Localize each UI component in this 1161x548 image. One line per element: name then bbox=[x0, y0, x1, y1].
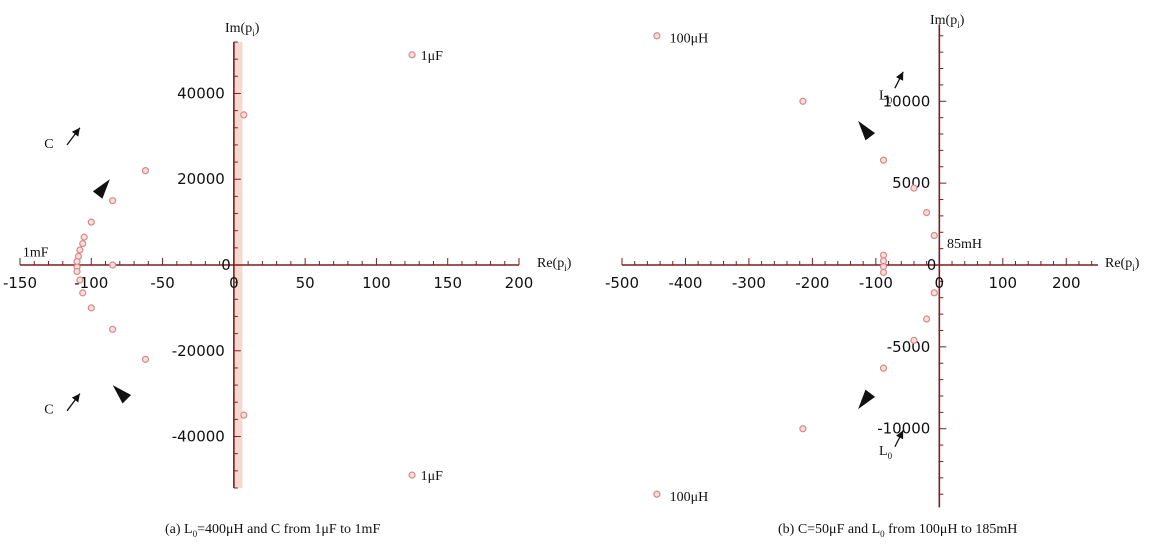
x-tick-label: -100 bbox=[859, 274, 893, 292]
data-point bbox=[653, 490, 661, 498]
arrow-head bbox=[895, 71, 904, 81]
direction-wedge bbox=[858, 120, 876, 141]
x-tick-label: -50 bbox=[150, 274, 175, 292]
data-point bbox=[799, 97, 807, 105]
y-axis-label: Im(pi) bbox=[930, 13, 965, 30]
y-tick-label: 40000 bbox=[177, 84, 225, 102]
y-tick-label: -5000 bbox=[887, 338, 931, 356]
data-point bbox=[79, 289, 87, 297]
x-tick-label: 100 bbox=[988, 274, 1017, 292]
y-tick-label: -10000 bbox=[877, 420, 930, 438]
data-point bbox=[930, 289, 938, 297]
direction-wedge bbox=[92, 179, 110, 199]
panel-a-chart: -150 -100 -50 0 50 100 150 20040000200000-20000… bbox=[3, 21, 572, 539]
annotation-label: C bbox=[44, 403, 53, 418]
data-point bbox=[930, 231, 938, 240]
direction-wedge bbox=[112, 385, 132, 404]
y-tick-label: -40000 bbox=[172, 428, 225, 446]
data-point bbox=[76, 246, 84, 254]
y-tick-label: 0 bbox=[221, 256, 231, 274]
x-tick-label: 0 bbox=[935, 274, 945, 292]
annotation-label: C bbox=[44, 137, 53, 152]
x-tick-label: 100 bbox=[362, 274, 391, 292]
x-tick-label: 150 bbox=[433, 274, 462, 292]
data-point bbox=[879, 251, 888, 259]
data-point bbox=[87, 304, 95, 312]
y-tick-label: 5000 bbox=[892, 174, 930, 192]
direction-wedge bbox=[858, 389, 876, 410]
data-point bbox=[141, 167, 150, 175]
data-point bbox=[799, 425, 807, 433]
data-point bbox=[923, 209, 931, 217]
data-point bbox=[109, 261, 117, 269]
x-tick-label: 200 bbox=[505, 274, 534, 292]
x-tick-label: -150 bbox=[3, 274, 37, 292]
x-tick-label: 200 bbox=[1052, 274, 1081, 292]
data-point bbox=[240, 411, 248, 419]
data-point bbox=[141, 355, 150, 363]
data-point bbox=[879, 257, 888, 265]
y-tick-label: 20000 bbox=[177, 170, 225, 188]
x-axis-label: Re(pi) bbox=[537, 256, 572, 273]
annotation-label: 100μH bbox=[670, 490, 709, 505]
data-point bbox=[910, 184, 918, 192]
annotation-label: 100μH bbox=[670, 31, 709, 46]
x-tick-label: 50 bbox=[296, 274, 315, 292]
y-tick-label: 10000 bbox=[883, 92, 931, 110]
data-point bbox=[879, 156, 888, 164]
annotation-label: 1mF bbox=[23, 245, 49, 260]
data-point bbox=[879, 263, 888, 271]
y-tick-label: -20000 bbox=[172, 342, 225, 360]
data-point bbox=[240, 111, 248, 119]
x-axis-label: Re(pi) bbox=[1105, 256, 1140, 273]
x-tick-label: -500 bbox=[605, 274, 639, 292]
annotation-label: 85mH bbox=[947, 237, 982, 252]
y-axis-label: Im(pi) bbox=[225, 21, 260, 38]
annotation-label: L0 bbox=[879, 444, 893, 461]
panel-b-chart: -500 -400 -300 -200 -100 0 100 200 10000 5000 0 -50… bbox=[605, 13, 1140, 539]
x-tick-label: 0 bbox=[229, 274, 239, 292]
x-tick-label: -200 bbox=[795, 274, 829, 292]
data-point bbox=[408, 51, 416, 59]
annotation-label: L0 bbox=[879, 89, 893, 106]
data-point bbox=[79, 239, 87, 248]
data-point bbox=[109, 325, 117, 333]
panel-caption: (a) L0=400μH and C from 1μF to 1mF bbox=[165, 522, 380, 539]
data-point bbox=[109, 197, 117, 205]
arrow-head bbox=[895, 430, 904, 440]
data-point bbox=[653, 32, 661, 40]
annotation-label: 1μF bbox=[421, 49, 444, 64]
panel-caption: (b) C=50μF and L0 from 100μH to 185mH bbox=[778, 522, 1017, 539]
data-point bbox=[87, 218, 95, 226]
data-point bbox=[73, 267, 81, 276]
x-tick-label: -400 bbox=[668, 274, 702, 292]
data-point bbox=[80, 233, 88, 241]
annotation-label: 1μF bbox=[421, 469, 444, 484]
x-tick-label: -300 bbox=[732, 274, 766, 292]
data-point bbox=[408, 471, 416, 479]
arrow-head bbox=[71, 393, 80, 403]
y-tick-label: 0 bbox=[927, 256, 937, 274]
data-point bbox=[923, 315, 931, 323]
arrow-head bbox=[71, 127, 80, 137]
data-point bbox=[910, 336, 918, 344]
data-point bbox=[76, 276, 84, 284]
data-point bbox=[879, 268, 888, 276]
data-point bbox=[879, 364, 888, 372]
